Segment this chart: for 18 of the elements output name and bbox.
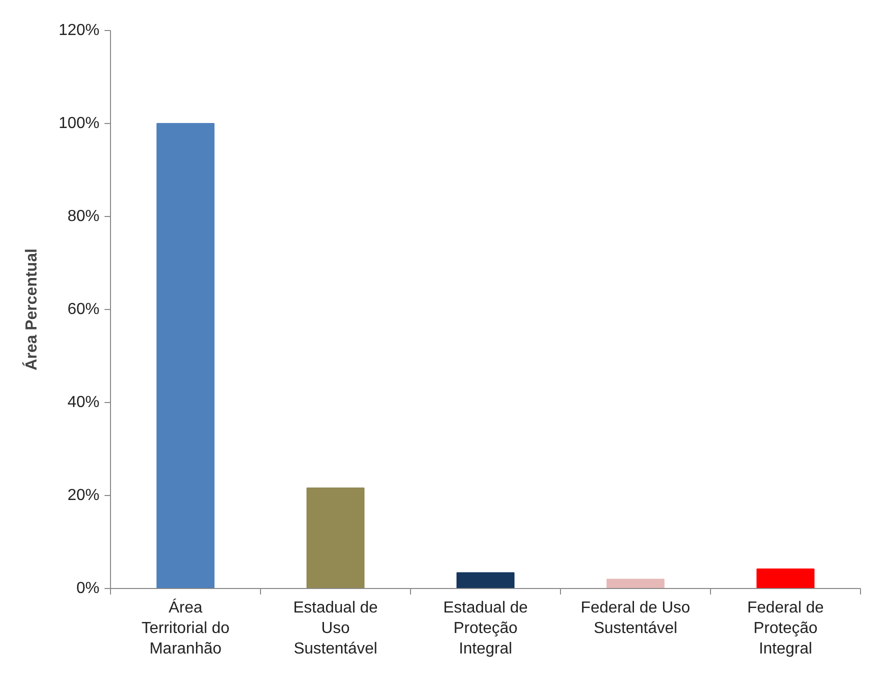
y-tick-label: 20% bbox=[67, 487, 100, 504]
x-tick-label: Área Territorial do Maranhão bbox=[141, 598, 230, 658]
x-tick-label: Estadual de Proteção Integral bbox=[443, 600, 528, 658]
y-tick-label: 80% bbox=[67, 208, 100, 225]
y-tick-label: 100% bbox=[58, 115, 100, 132]
bar bbox=[756, 568, 814, 588]
y-tick-label: 120% bbox=[58, 22, 100, 39]
y-tick-label: 40% bbox=[67, 394, 100, 411]
x-tick-label: Federal de Proteção Integral bbox=[747, 600, 824, 658]
bar bbox=[606, 578, 664, 588]
bar bbox=[456, 572, 514, 588]
y-tick-label: 60% bbox=[67, 301, 100, 318]
x-tick-label: Estadual de Uso Sustentável bbox=[293, 600, 378, 658]
bar bbox=[156, 123, 214, 588]
y-tick-label: 0% bbox=[76, 580, 100, 597]
y-axis-title: Área Percentual bbox=[22, 248, 41, 370]
bar bbox=[306, 488, 364, 588]
x-tick-label: Federal de Uso Sustentável bbox=[580, 600, 690, 637]
